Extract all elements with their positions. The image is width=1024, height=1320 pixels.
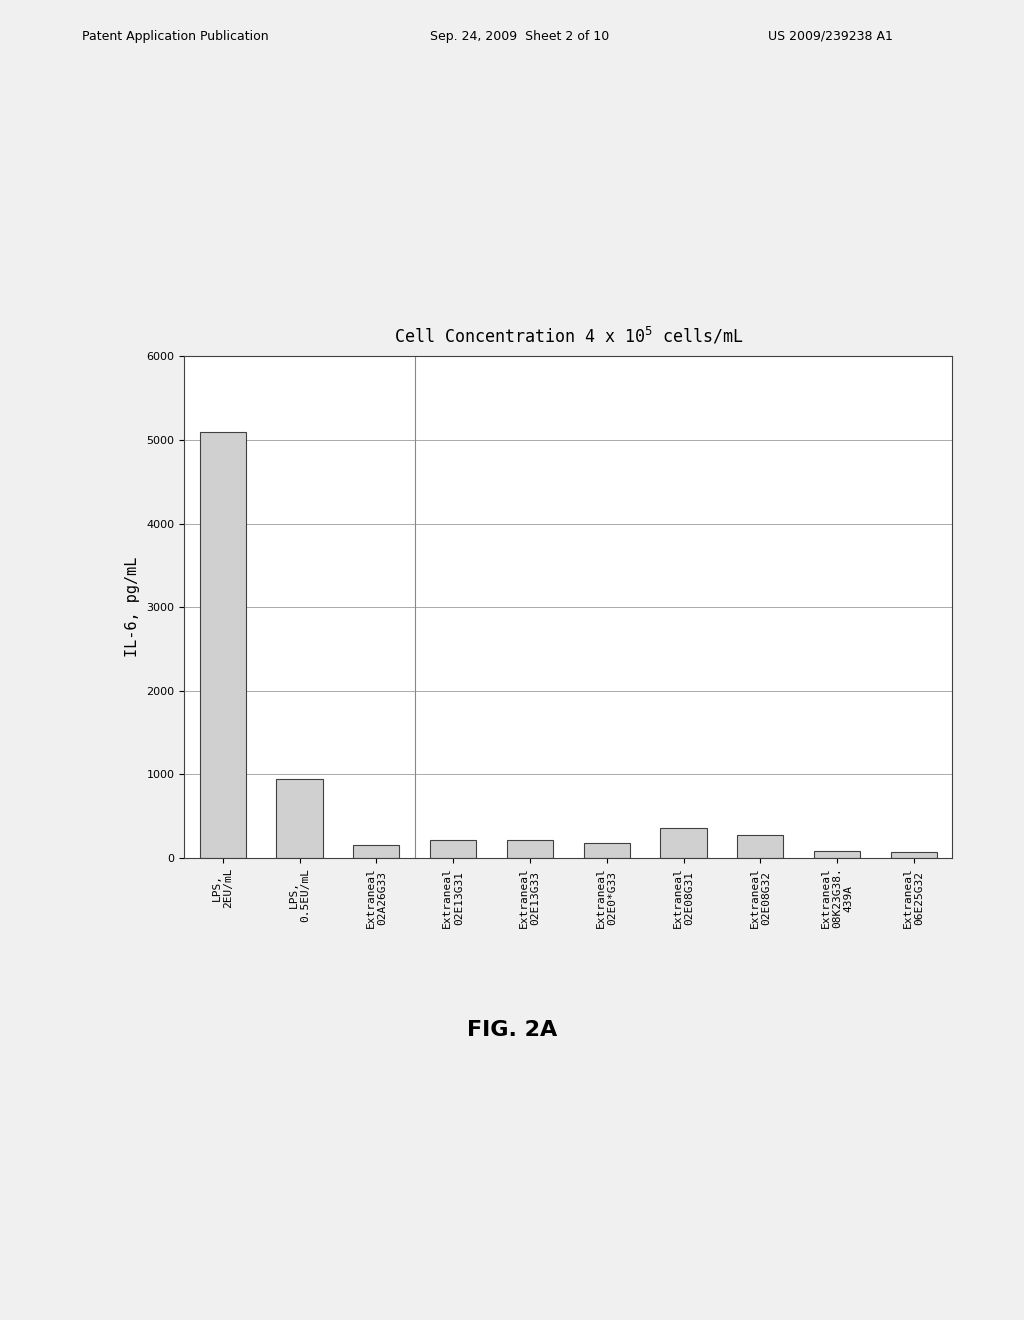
Text: Patent Application Publication: Patent Application Publication (82, 29, 268, 42)
Bar (276, 779, 323, 858)
Text: FIG. 2A: FIG. 2A (467, 1019, 557, 1040)
Title: Cell Concentration 4 x 10$^5$ cells/mL: Cell Concentration 4 x 10$^5$ cells/mL (393, 326, 743, 347)
Text: Sep. 24, 2009  Sheet 2 of 10: Sep. 24, 2009 Sheet 2 of 10 (430, 29, 609, 42)
Y-axis label: IL-6, pg/mL: IL-6, pg/mL (125, 557, 139, 657)
Bar (737, 836, 783, 858)
Bar (507, 840, 553, 858)
Bar (660, 828, 707, 858)
Bar (891, 851, 937, 858)
Bar (200, 432, 246, 858)
Text: US 2009/239238 A1: US 2009/239238 A1 (768, 29, 893, 42)
Bar (584, 842, 630, 858)
Bar (430, 840, 476, 858)
Bar (814, 851, 860, 858)
Bar (353, 846, 399, 858)
